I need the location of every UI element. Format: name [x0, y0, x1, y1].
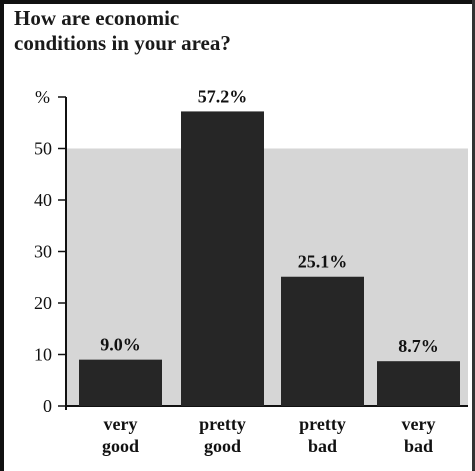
y-tick-label-30: 30	[34, 242, 52, 262]
frame-top-border	[0, 0, 475, 4]
y-tick-label-10: 10	[34, 345, 52, 365]
x-category-label-1-line-1: good	[204, 436, 241, 456]
bar-value-label-3: 8.7%	[398, 336, 439, 356]
y-tick-label-20: 20	[34, 293, 52, 313]
x-category-label-3-line-0: very	[402, 414, 436, 434]
bar-value-label-0: 9.0%	[100, 335, 141, 355]
x-category-label-1-line-0: pretty	[199, 414, 246, 434]
y-tick-label-40: 40	[34, 190, 52, 210]
x-category-label-0-line-0: very	[104, 414, 138, 434]
bar-0	[79, 359, 162, 406]
x-category-label-2-line-1: bad	[308, 436, 337, 456]
chart-title-line-2: conditions in your area?	[14, 31, 231, 55]
chart-title-line-1: How are economic	[14, 6, 180, 30]
y-tick-label-0: 0	[43, 396, 52, 416]
x-category-label-0-line-1: good	[102, 436, 139, 456]
x-category-label-3-line-1: bad	[404, 436, 433, 456]
x-category-label-2-line-0: pretty	[299, 414, 346, 434]
frame-right-border	[472, 0, 475, 471]
chart-title: How are economic conditions in your area…	[14, 6, 314, 56]
bar-1	[181, 111, 264, 407]
bar-3	[377, 361, 460, 406]
bar-value-label-1: 57.2%	[198, 86, 248, 106]
frame-left-border	[0, 0, 4, 471]
y-axis-unit-label: %	[35, 87, 50, 107]
bar-2	[281, 276, 364, 406]
y-tick-label-50: 50	[34, 139, 52, 159]
bar-value-label-2: 25.1%	[298, 252, 348, 272]
